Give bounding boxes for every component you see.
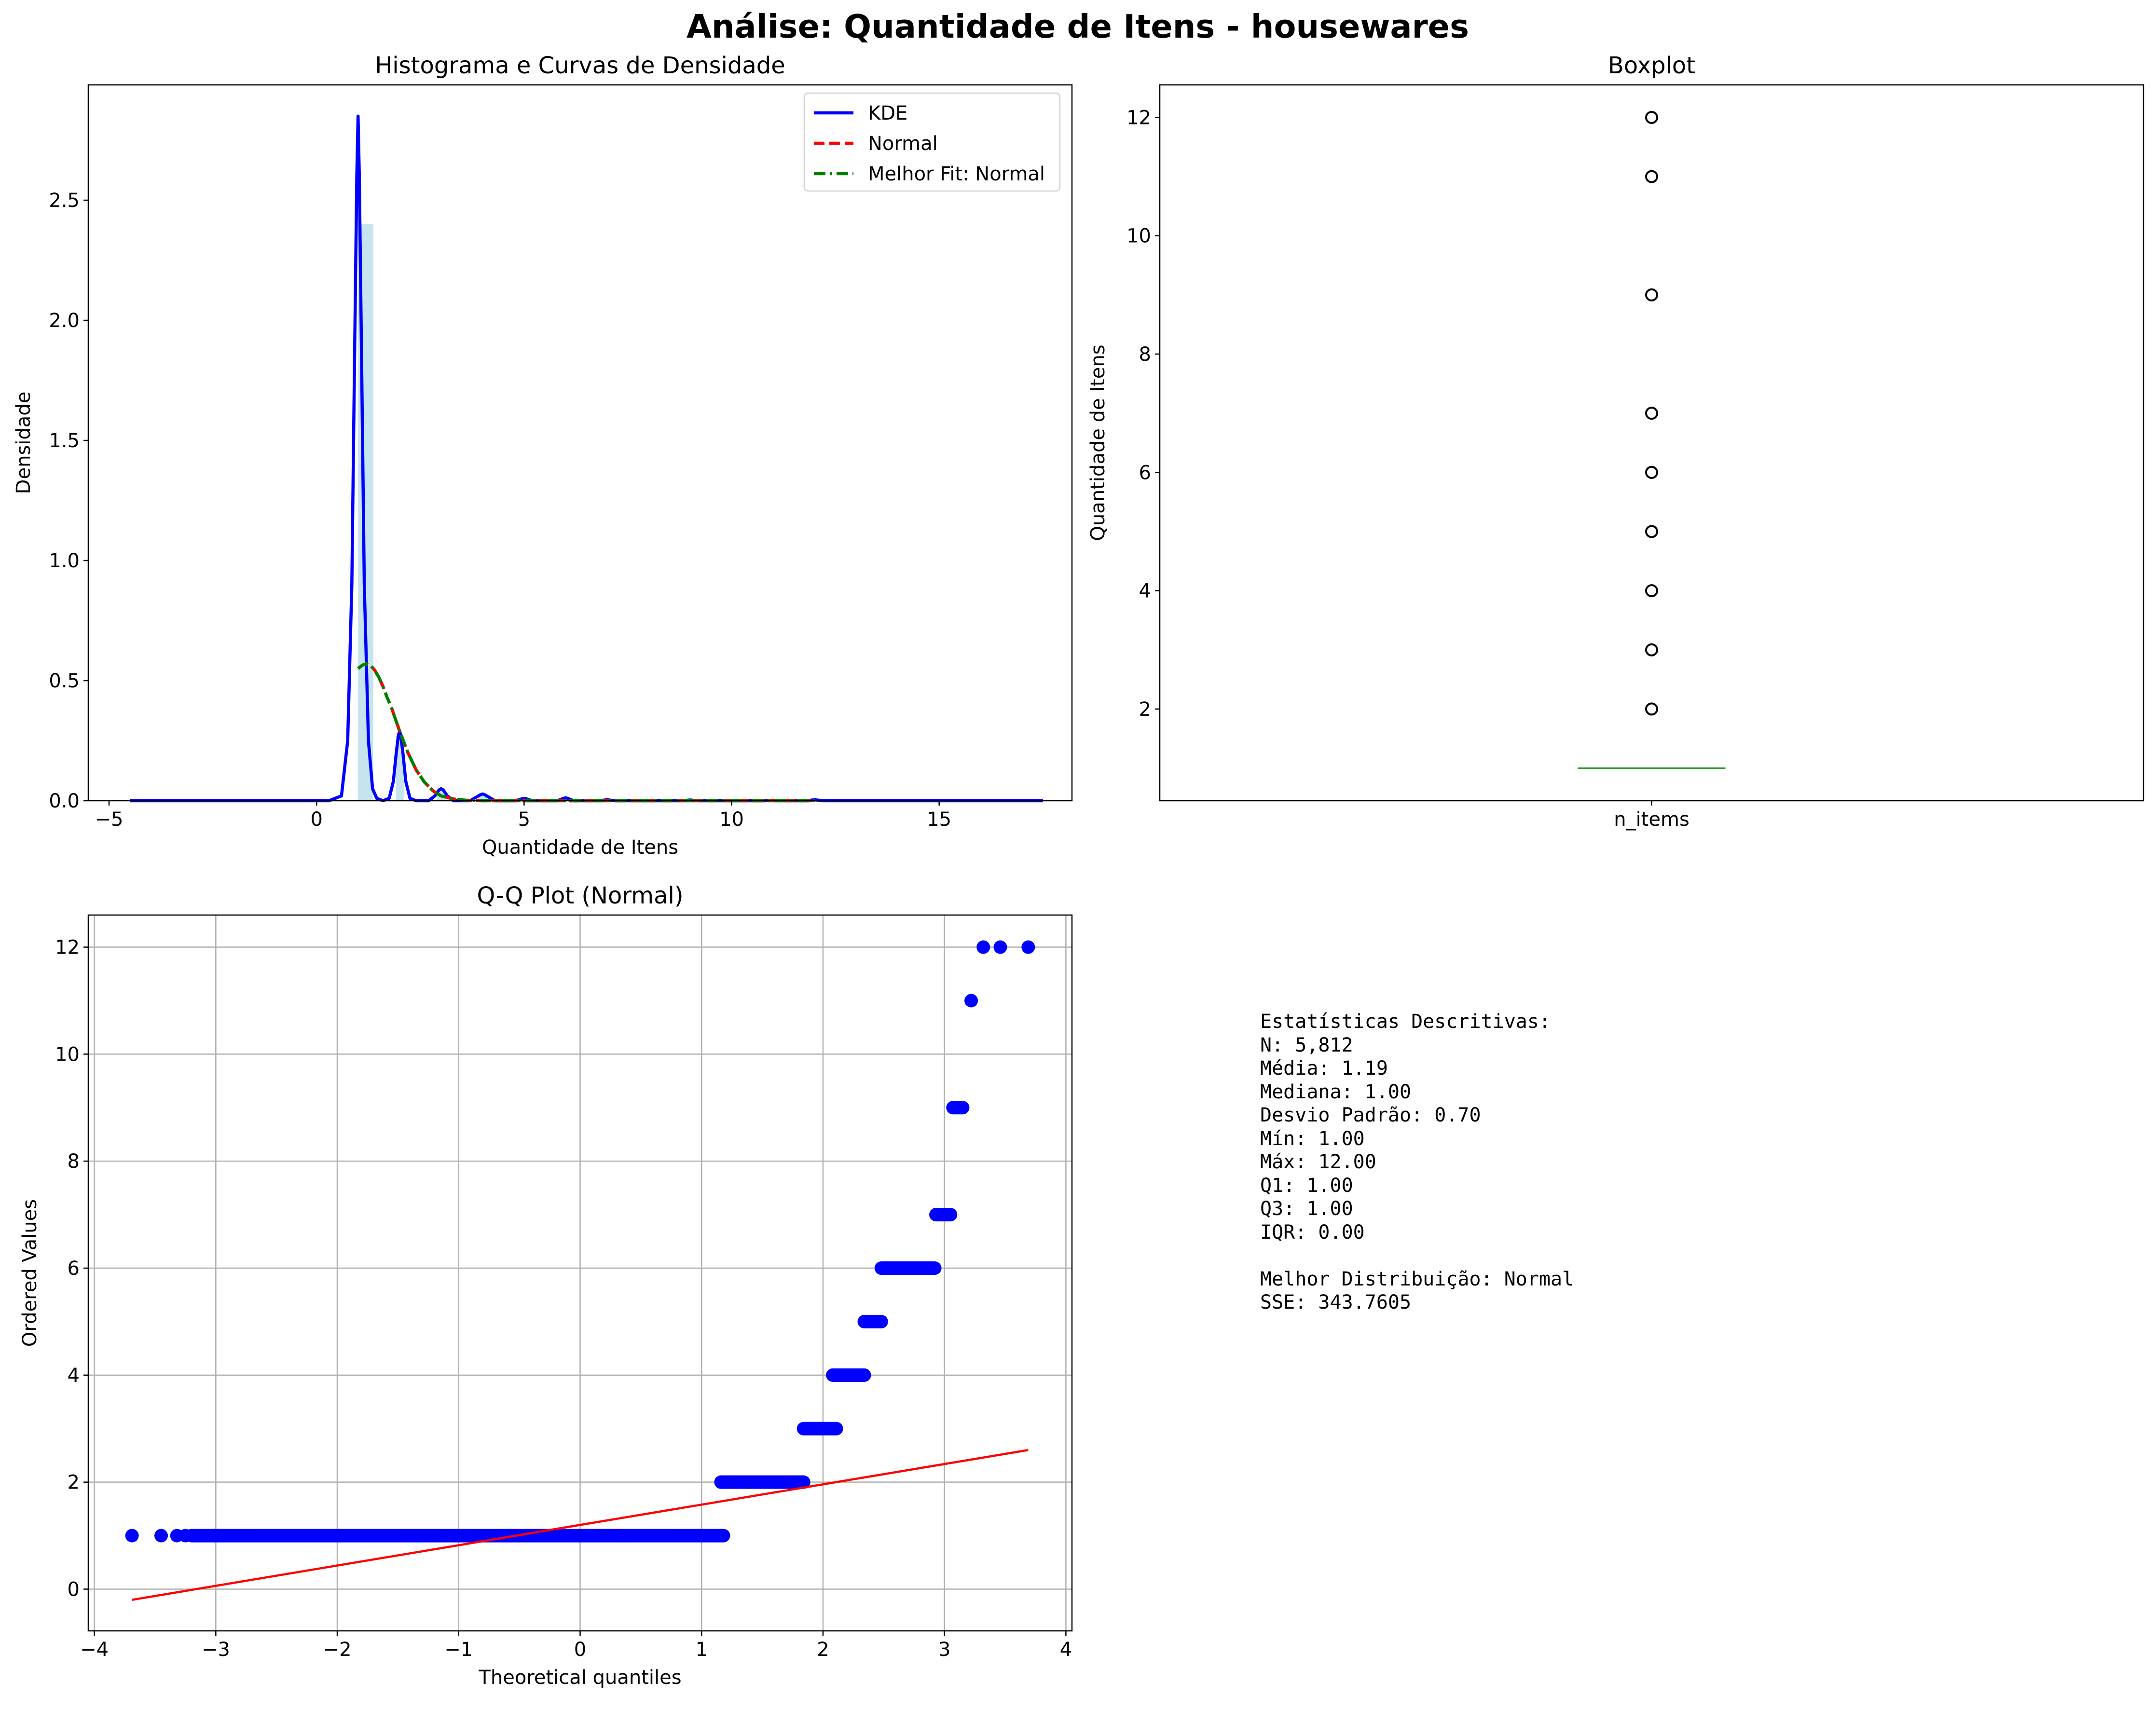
outlier-marker bbox=[1645, 288, 1658, 301]
x-tick-label: 10 bbox=[719, 808, 744, 831]
y-tick-label: 1.5 bbox=[49, 430, 80, 452]
x-tick-label: 15 bbox=[927, 808, 951, 831]
stats-line: SSE: 343.7605 bbox=[1260, 1291, 1412, 1313]
qq-point-run bbox=[857, 1314, 888, 1328]
histogram-density-panel: −5 0 5 10 15 0.0 0.5 1.0 1.5 2.0 2.5 Histograma e C… bbox=[13, 52, 1073, 859]
axes-frame bbox=[87, 84, 1073, 802]
histogram-bar bbox=[478, 796, 487, 801]
qq-point bbox=[976, 940, 990, 954]
x-tick-label: 4 bbox=[1060, 1639, 1072, 1661]
axes-title: Q-Q Plot (Normal) bbox=[477, 882, 683, 909]
x-tick-label: −5 bbox=[95, 808, 124, 831]
qq-point-run bbox=[714, 1475, 810, 1489]
y-tick-label: 2.5 bbox=[49, 190, 80, 212]
x-tick-label: 2 bbox=[817, 1639, 829, 1661]
qq-point-run bbox=[946, 1101, 970, 1115]
outlier-marker bbox=[1645, 407, 1658, 420]
y-tick-label: 12 bbox=[55, 937, 80, 959]
x-tick-label: 1 bbox=[696, 1639, 708, 1661]
x-tick-label: 0 bbox=[574, 1639, 586, 1661]
axes-frame bbox=[1159, 84, 2144, 802]
y-tick-label: 6 bbox=[68, 1258, 80, 1280]
stats-line: Melhor Distribuição: Normal bbox=[1260, 1268, 1574, 1290]
outlier-marker bbox=[1645, 702, 1658, 716]
x-tick-label: −2 bbox=[323, 1639, 352, 1661]
y-tick-label: 10 bbox=[1126, 225, 1151, 247]
x-tick-label: −1 bbox=[444, 1639, 473, 1661]
y-tick-label: 12 bbox=[1126, 107, 1151, 129]
y-tick-label: 2.0 bbox=[49, 310, 80, 332]
stats-line: Q1: 1.00 bbox=[1260, 1174, 1353, 1197]
y-tick-label: 1.0 bbox=[49, 550, 80, 572]
stats-line: Média: 1.19 bbox=[1260, 1057, 1388, 1080]
stats-line: Mín: 1.00 bbox=[1260, 1127, 1365, 1150]
outlier-marker bbox=[1645, 584, 1658, 598]
stats-line: Desvio Padrão: 0.70 bbox=[1260, 1104, 1481, 1126]
outlier-marker bbox=[1645, 110, 1658, 124]
qq-point bbox=[179, 1529, 192, 1543]
qq-point-run bbox=[184, 1529, 730, 1543]
y-tick-label: 4 bbox=[68, 1365, 80, 1387]
qq-point-run bbox=[826, 1368, 871, 1382]
y-axis-label: Densidade bbox=[13, 392, 35, 494]
axes-title: Boxplot bbox=[1608, 52, 1695, 79]
qq-point bbox=[1021, 940, 1035, 954]
qq-point-run bbox=[874, 1261, 942, 1275]
x-tick-label: n_items bbox=[1614, 808, 1689, 831]
series-line-melhor-fit-normal bbox=[357, 662, 815, 803]
y-axis-label: Ordered Values bbox=[19, 1199, 41, 1347]
stats-line: Máx: 12.00 bbox=[1260, 1151, 1376, 1173]
x-tick-label: 3 bbox=[938, 1639, 950, 1661]
qq-fit-line bbox=[132, 1449, 1029, 1601]
outlier-marker bbox=[1645, 643, 1658, 656]
stats-line: IQR: 0.00 bbox=[1260, 1221, 1365, 1244]
qq-point bbox=[964, 994, 978, 1008]
qq-point bbox=[993, 940, 1007, 954]
series-line-kde bbox=[130, 114, 1043, 803]
y-tick-label: 2 bbox=[68, 1472, 80, 1494]
legend-entry: Normal bbox=[868, 133, 938, 155]
legend-entry: Melhor Fit: Normal bbox=[868, 163, 1045, 185]
x-tick-label: 0 bbox=[310, 808, 322, 831]
y-tick-label: 10 bbox=[55, 1043, 80, 1066]
x-tick-label: 5 bbox=[518, 808, 530, 831]
outlier-marker bbox=[1645, 465, 1658, 479]
descriptive-stats-text: Estatísticas Descritivas: N: 5,812 Média: … bbox=[1260, 1010, 1574, 1314]
x-axis-label: Theoretical quantiles bbox=[478, 1667, 681, 1689]
stats-line: Q3: 1.00 bbox=[1260, 1198, 1353, 1220]
y-tick-label: 8 bbox=[1139, 343, 1151, 366]
y-tick-label: 4 bbox=[1139, 580, 1151, 602]
y-tick-label: 0.0 bbox=[49, 790, 80, 812]
stats-line: N: 5,812 bbox=[1260, 1034, 1353, 1056]
x-axis-label: Quantidade de Itens bbox=[482, 836, 678, 859]
stats-line bbox=[1260, 1244, 1574, 1268]
qq-point bbox=[125, 1529, 139, 1543]
x-tick-label: −4 bbox=[80, 1639, 109, 1661]
qq-point-run bbox=[929, 1208, 958, 1222]
boxplot-panel: 2 4 6 8 10 12 n_items Boxplot Quantidade de Iten… bbox=[1087, 52, 2144, 831]
figure-suptitle: Análise: Quantidade de Itens - houseware… bbox=[687, 8, 1469, 45]
qq-point bbox=[154, 1529, 168, 1543]
legend-box bbox=[803, 92, 1061, 192]
series-line-normal bbox=[357, 662, 815, 803]
qq-point-run bbox=[796, 1422, 843, 1436]
y-axis-label: Quantidade de Itens bbox=[1087, 344, 1109, 541]
y-tick-label: 0 bbox=[68, 1578, 80, 1600]
axes-frame bbox=[87, 914, 1073, 1632]
stats-line: Estatísticas Descritivas: bbox=[1260, 1011, 1551, 1033]
stats-line: Mediana: 1.00 bbox=[1260, 1080, 1412, 1103]
y-tick-label: 6 bbox=[1139, 462, 1151, 484]
x-tick-label: −3 bbox=[202, 1639, 230, 1661]
y-tick-label: 0.5 bbox=[49, 670, 80, 692]
outlier-marker bbox=[1645, 170, 1658, 183]
axes-title: Histograma e Curvas de Densidade bbox=[375, 52, 785, 79]
legend-entry: KDE bbox=[868, 102, 907, 124]
y-tick-label: 2 bbox=[1139, 698, 1151, 721]
y-tick-label: 8 bbox=[68, 1150, 80, 1173]
legend: KDE Normal Melhor Fit: Normal bbox=[803, 92, 1061, 192]
outlier-marker bbox=[1645, 525, 1658, 538]
